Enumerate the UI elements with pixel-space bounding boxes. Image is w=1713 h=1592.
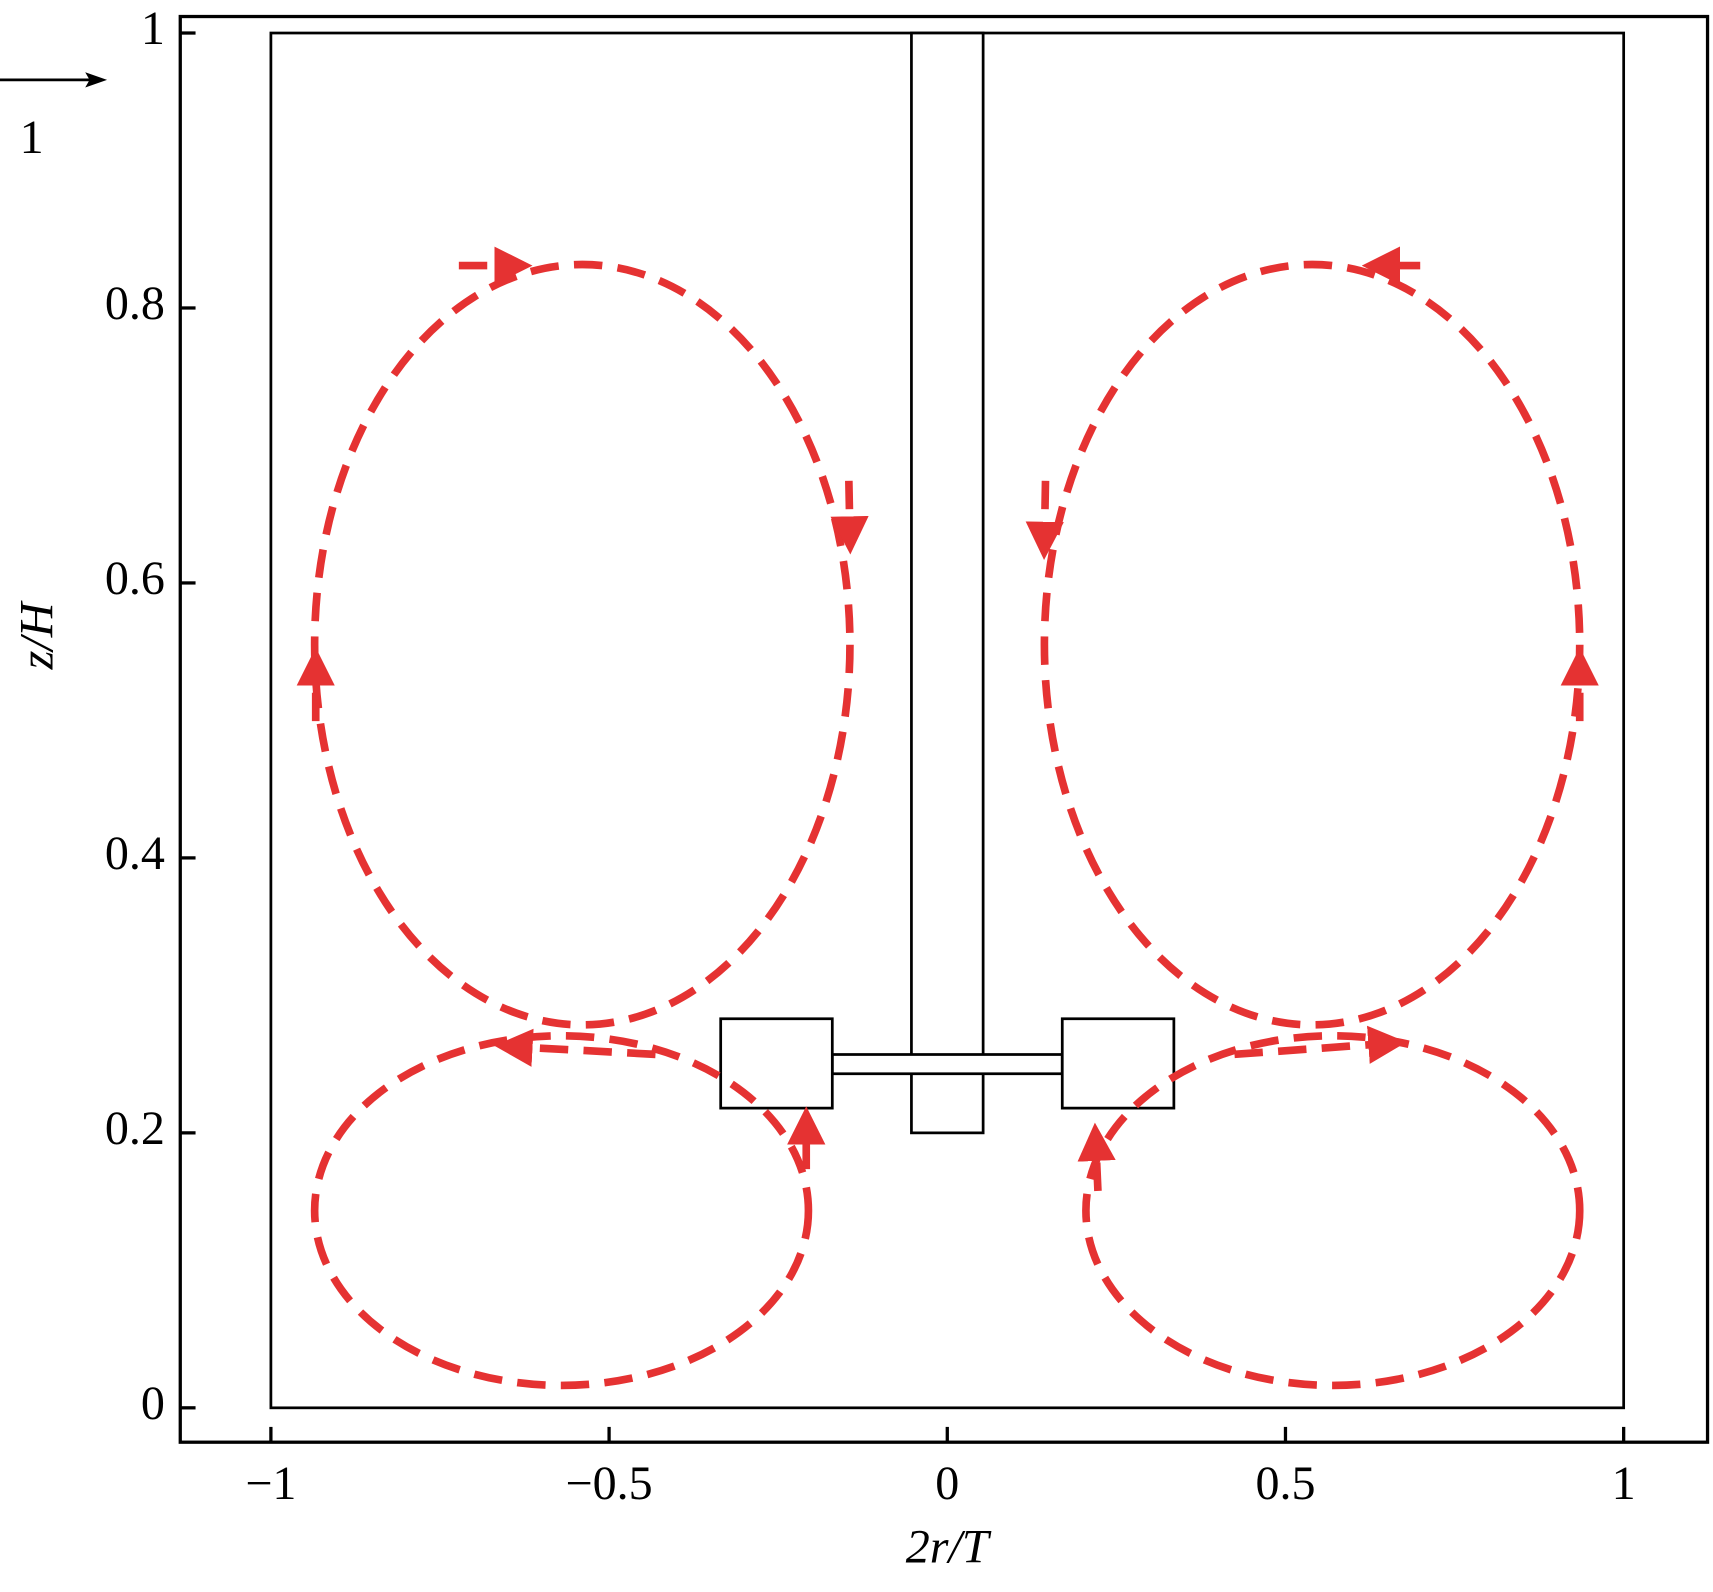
- y-tick-label: 0.8: [105, 277, 165, 330]
- disc: [830, 1053, 1064, 1076]
- y-tick-label: 0.4: [105, 827, 165, 880]
- blade: [719, 1017, 834, 1110]
- reference-arrow: [0, 72, 108, 88]
- x-tick-label: −0.5: [566, 1457, 653, 1510]
- loop-arrow: [1234, 1025, 1407, 1064]
- x-tick-label: 0.5: [1255, 1457, 1315, 1510]
- shaft: [910, 31, 985, 1135]
- y-tick-label: 0.2: [105, 1102, 165, 1155]
- axes-frame: [178, 14, 1710, 1444]
- circulation-loops: [296, 246, 1599, 1390]
- y-axis-label: z/H: [11, 600, 64, 670]
- loop: [1082, 1031, 1584, 1390]
- plot-area: −1 −0.5 0 0.5 1 0 0.2 0.4 0.6 0.8 1: [105, 2, 1710, 1510]
- y-tick-label: 0.6: [105, 552, 165, 605]
- loop: [310, 260, 854, 1029]
- loop-arrow: [494, 1028, 656, 1067]
- reference-label: 1: [20, 111, 44, 164]
- x-tick-label: 1: [1612, 1457, 1636, 1510]
- x-tick-label: 0: [935, 1457, 959, 1510]
- loop-arrow: [1077, 1122, 1116, 1192]
- loop: [310, 1031, 813, 1390]
- y-tick-label: 1: [141, 2, 165, 55]
- loop-arrow: [830, 480, 869, 555]
- x-tick-label: −1: [245, 1457, 296, 1510]
- blade: [1060, 1017, 1176, 1110]
- x-axis-label: 2r/T: [906, 1520, 992, 1573]
- loop: [1040, 260, 1584, 1029]
- y-tick-label: 0: [141, 1377, 165, 1430]
- loop-arrow: [1025, 480, 1064, 561]
